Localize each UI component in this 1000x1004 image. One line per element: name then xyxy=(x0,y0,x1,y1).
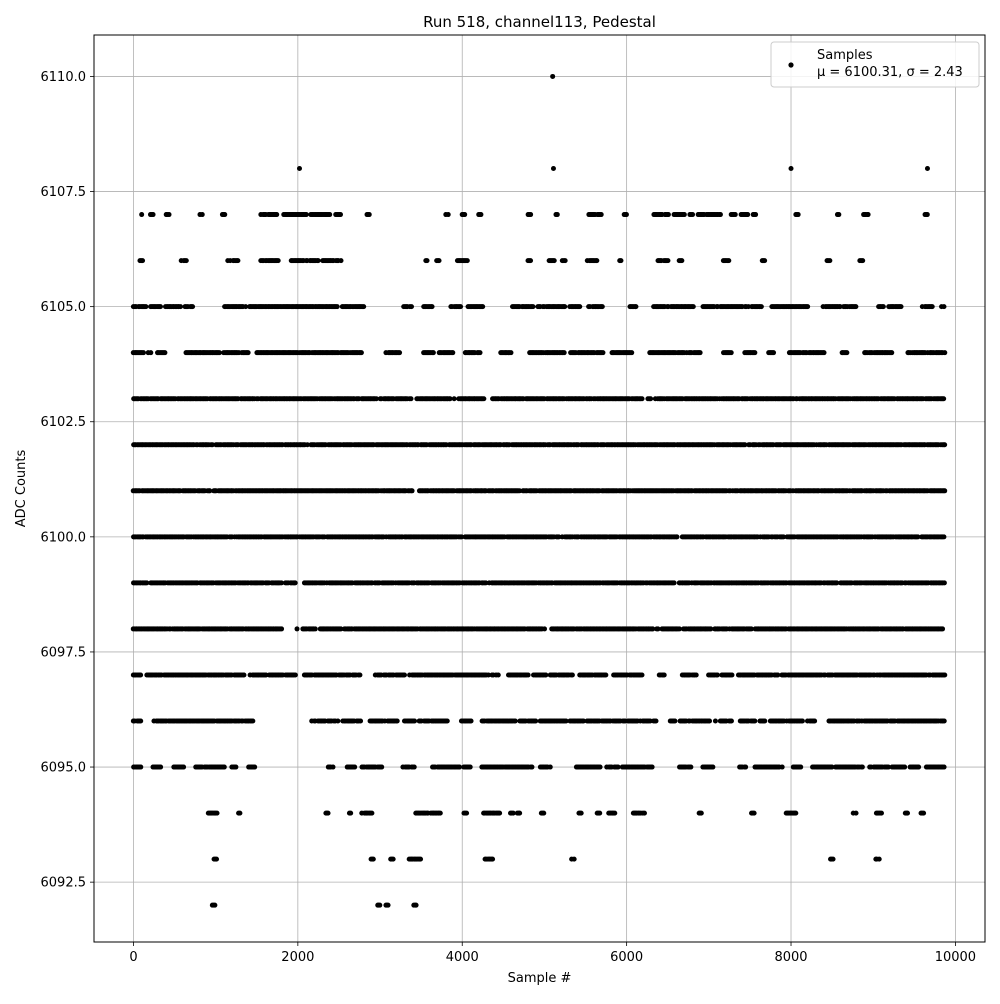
data-point xyxy=(361,304,366,309)
data-point xyxy=(672,580,677,585)
data-point xyxy=(295,626,300,631)
data-point xyxy=(694,672,699,677)
data-point xyxy=(138,672,143,677)
data-point xyxy=(143,304,148,309)
data-point xyxy=(431,350,436,355)
data-point xyxy=(508,350,513,355)
data-point xyxy=(148,350,153,355)
data-point xyxy=(629,350,634,355)
data-point xyxy=(698,350,703,355)
data-point xyxy=(889,350,894,355)
data-point xyxy=(674,534,679,539)
data-point xyxy=(138,719,143,724)
data-point xyxy=(450,350,455,355)
data-point xyxy=(940,626,945,631)
data-point xyxy=(639,672,644,677)
data-point xyxy=(410,488,415,493)
data-point xyxy=(729,350,734,355)
data-point xyxy=(941,304,946,309)
data-point xyxy=(526,672,531,677)
data-point xyxy=(942,488,947,493)
data-point xyxy=(941,396,946,401)
data-point xyxy=(241,672,246,677)
data-point xyxy=(662,672,667,677)
data-point xyxy=(942,580,947,585)
data-point xyxy=(805,304,810,309)
data-point xyxy=(402,672,407,677)
data-point xyxy=(458,304,463,309)
data-point xyxy=(600,350,605,355)
data-point xyxy=(246,350,251,355)
data-point xyxy=(577,304,582,309)
data-point xyxy=(452,396,457,401)
data-point xyxy=(409,304,414,309)
data-point xyxy=(715,672,720,677)
data-point xyxy=(729,672,734,677)
data-point xyxy=(481,396,486,401)
data-point xyxy=(531,304,536,309)
data-point xyxy=(162,350,167,355)
data-point xyxy=(759,304,764,309)
data-point xyxy=(853,304,858,309)
data-point xyxy=(942,442,947,447)
data-point xyxy=(771,350,776,355)
data-point xyxy=(190,304,195,309)
data-point xyxy=(158,304,163,309)
data-point xyxy=(478,350,483,355)
data-point xyxy=(359,350,364,355)
data-point xyxy=(397,350,402,355)
data-point xyxy=(570,672,575,677)
data-point xyxy=(293,672,298,677)
data-point xyxy=(930,304,935,309)
chart-title: Run 518, channel113, Pedestal xyxy=(423,13,656,31)
data-point xyxy=(822,350,827,355)
data-point xyxy=(633,304,638,309)
data-point xyxy=(942,350,947,355)
data-point xyxy=(335,304,340,309)
data-point xyxy=(648,396,653,401)
data-point xyxy=(881,304,886,309)
data-point xyxy=(543,672,548,677)
data-point xyxy=(640,396,645,401)
data-point xyxy=(691,304,696,309)
data-point xyxy=(942,672,947,677)
data-point xyxy=(409,396,414,401)
data-point xyxy=(313,626,318,631)
data-point xyxy=(899,304,904,309)
data-point xyxy=(844,350,849,355)
data-point xyxy=(496,672,501,677)
data-point xyxy=(357,672,362,677)
data-point xyxy=(279,626,284,631)
data-point xyxy=(480,304,485,309)
data-point xyxy=(178,304,183,309)
data-point xyxy=(941,534,946,539)
data-point xyxy=(293,580,298,585)
data-point xyxy=(430,304,435,309)
data-point xyxy=(603,672,608,677)
data-point xyxy=(752,350,757,355)
data-point xyxy=(562,350,567,355)
data-point xyxy=(562,304,567,309)
data-point xyxy=(542,626,547,631)
data-point xyxy=(141,350,146,355)
data-point xyxy=(600,304,605,309)
